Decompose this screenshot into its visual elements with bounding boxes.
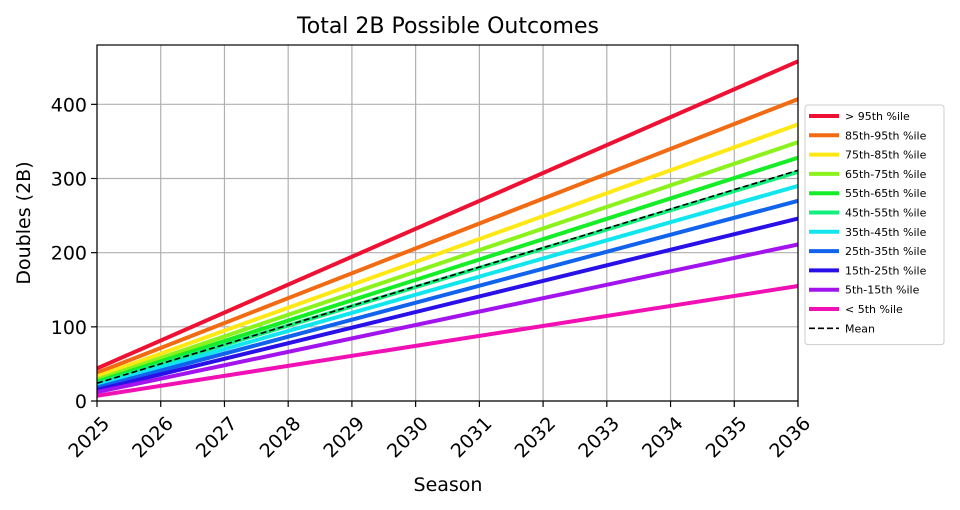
series-line: [96, 122, 799, 379]
legend-label: 55th-65th %ile: [845, 187, 927, 200]
x-axis-label: Season: [414, 474, 483, 496]
series-line: [96, 216, 799, 392]
legend-label: Mean: [845, 322, 875, 335]
series-line: [96, 97, 799, 375]
plot-frame: [96, 44, 799, 402]
y-axis-label: Doubles (2B): [13, 161, 35, 284]
legend-label: < 5th %ile: [845, 303, 903, 316]
y-tick-label: 0: [75, 391, 87, 413]
series-line: [96, 155, 799, 384]
chart-title: Total 2B Possible Outcomes: [296, 14, 599, 39]
legend-label: 25th-35th %ile: [845, 245, 927, 258]
y-tick-label: 300: [51, 169, 87, 191]
series-line: [96, 183, 799, 388]
series-line: [96, 198, 799, 390]
y-tick-label: 100: [51, 317, 87, 339]
series-group: [96, 59, 799, 398]
legend-label: 45th-55th %ile: [845, 207, 927, 220]
legend-label: 75th-85th %ile: [845, 149, 927, 162]
series-line: [96, 242, 799, 395]
legend-label: 85th-95th %ile: [845, 129, 927, 142]
y-tick-label: 400: [51, 94, 87, 116]
legend-label: 15th-25th %ile: [845, 264, 927, 277]
y-tick-label: 200: [51, 243, 87, 265]
legend: > 95th %ile 85th-95th %ile 75th-85th %ile 6…: [804, 104, 945, 346]
series-line: [96, 169, 799, 384]
series-line: [96, 140, 799, 382]
legend-frame: [804, 104, 945, 346]
series-line: [96, 284, 799, 398]
legend-label: 65th-75th %ile: [845, 168, 927, 181]
legend-label: 5th-15th %ile: [845, 284, 920, 297]
legend-label: > 95th %ile: [845, 110, 910, 123]
legend-label: 35th-45th %ile: [845, 226, 927, 239]
series-line: [96, 59, 799, 371]
